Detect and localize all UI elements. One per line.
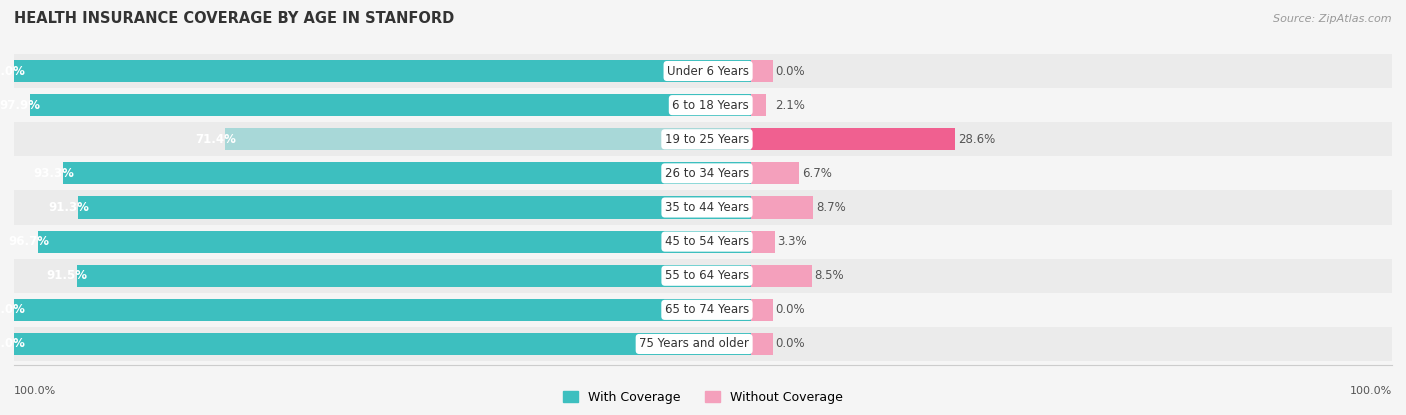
Text: 3.3%: 3.3%	[778, 235, 807, 248]
Bar	[751, 333, 772, 355]
Text: 100.0%: 100.0%	[1350, 386, 1392, 396]
Bar	[77, 265, 751, 287]
Legend: With Coverage, Without Coverage: With Coverage, Without Coverage	[558, 386, 848, 409]
Bar	[751, 128, 955, 150]
Text: 8.5%: 8.5%	[814, 269, 844, 282]
Bar	[751, 265, 811, 287]
Bar	[14, 293, 751, 327]
Text: 96.7%: 96.7%	[8, 235, 49, 248]
Text: 28.6%: 28.6%	[957, 133, 995, 146]
Text: 93.3%: 93.3%	[34, 167, 75, 180]
Bar	[751, 299, 772, 321]
Bar	[751, 293, 1392, 327]
Text: 45 to 54 Years: 45 to 54 Years	[665, 235, 749, 248]
Bar	[751, 162, 799, 184]
Text: 8.7%: 8.7%	[815, 201, 846, 214]
Bar	[14, 259, 751, 293]
Text: 26 to 34 Years: 26 to 34 Years	[665, 167, 749, 180]
Bar	[38, 231, 751, 253]
Bar	[14, 60, 751, 82]
Text: 55 to 64 Years: 55 to 64 Years	[665, 269, 749, 282]
Bar	[14, 333, 751, 355]
Bar	[751, 225, 1392, 259]
Bar	[63, 162, 751, 184]
Bar	[751, 196, 813, 219]
Bar	[14, 190, 751, 225]
Bar	[751, 54, 1392, 88]
Bar	[751, 88, 1392, 122]
Text: 100.0%: 100.0%	[0, 303, 25, 316]
Text: 100.0%: 100.0%	[14, 386, 56, 396]
Text: 0.0%: 0.0%	[776, 337, 806, 351]
Bar	[751, 156, 1392, 190]
Text: 91.3%: 91.3%	[48, 201, 89, 214]
Bar	[14, 156, 751, 190]
Bar	[751, 231, 775, 253]
Text: 6.7%: 6.7%	[801, 167, 831, 180]
Bar	[14, 225, 751, 259]
Bar	[14, 299, 751, 321]
Text: 97.9%: 97.9%	[0, 99, 41, 112]
Text: 6 to 18 Years: 6 to 18 Years	[672, 99, 749, 112]
Bar	[30, 94, 751, 116]
Bar	[751, 327, 1392, 361]
Text: HEALTH INSURANCE COVERAGE BY AGE IN STANFORD: HEALTH INSURANCE COVERAGE BY AGE IN STAN…	[14, 11, 454, 26]
Bar	[751, 60, 772, 82]
Text: 35 to 44 Years: 35 to 44 Years	[665, 201, 749, 214]
Text: 0.0%: 0.0%	[776, 64, 806, 78]
Text: 19 to 25 Years: 19 to 25 Years	[665, 133, 749, 146]
Bar	[751, 122, 1392, 156]
Text: Source: ZipAtlas.com: Source: ZipAtlas.com	[1274, 14, 1392, 24]
Bar	[14, 122, 751, 156]
Text: 0.0%: 0.0%	[776, 303, 806, 316]
Bar	[79, 196, 751, 219]
Text: 100.0%: 100.0%	[0, 64, 25, 78]
Text: 100.0%: 100.0%	[0, 337, 25, 351]
Text: Under 6 Years: Under 6 Years	[666, 64, 749, 78]
Text: 65 to 74 Years: 65 to 74 Years	[665, 303, 749, 316]
Bar	[225, 128, 751, 150]
Text: 2.1%: 2.1%	[776, 99, 806, 112]
Bar	[14, 327, 751, 361]
Text: 71.4%: 71.4%	[195, 133, 236, 146]
Bar	[751, 190, 1392, 225]
Bar	[14, 88, 751, 122]
Bar	[14, 54, 751, 88]
Text: 75 Years and older: 75 Years and older	[640, 337, 749, 351]
Text: 91.5%: 91.5%	[46, 269, 87, 282]
Bar	[751, 259, 1392, 293]
Bar	[751, 94, 766, 116]
